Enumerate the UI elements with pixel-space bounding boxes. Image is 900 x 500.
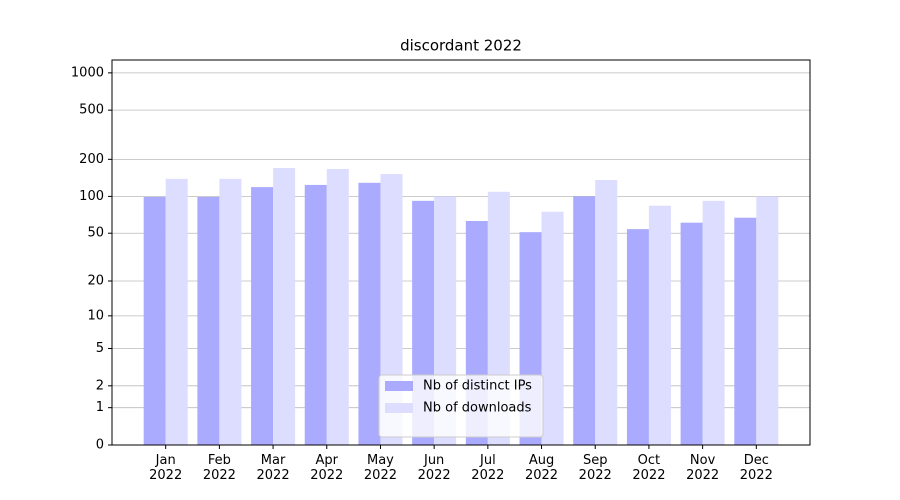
bar: [304, 184, 327, 445]
x-tick-label: Apr 2022: [310, 453, 344, 483]
bar: [573, 196, 596, 445]
y-tick-label: 100: [79, 189, 104, 204]
bar: [251, 187, 274, 445]
bar: [326, 169, 349, 445]
legend-box: [378, 374, 544, 438]
bar: [165, 178, 188, 446]
y-tick-label: 10: [87, 308, 104, 323]
x-tick-label: Mar 2022: [256, 453, 290, 483]
y-tick-label: 2: [96, 378, 104, 393]
bar: [143, 196, 166, 445]
bar: [358, 182, 381, 445]
bar: [626, 229, 649, 445]
bar: [734, 217, 757, 445]
bar: [541, 211, 564, 445]
y-tick-label: 0: [96, 438, 104, 453]
y-tick-label: 1000: [71, 65, 104, 80]
bar: [680, 222, 703, 445]
bar: [756, 196, 779, 445]
bar: [273, 168, 296, 446]
x-tick-label: Nov 2022: [686, 453, 720, 483]
x-tick-label: Aug 2022: [524, 453, 559, 483]
x-tick-label: May 2022: [363, 453, 397, 483]
x-tick-label: Sep 2022: [578, 453, 612, 483]
y-tick-label: 1: [96, 400, 104, 415]
x-tick-label: Dec 2022: [739, 453, 773, 483]
x-tick-label: Jul 2022: [471, 453, 505, 483]
x-tick-label: Oct 2022: [632, 453, 666, 483]
chart-title: discordant 2022: [400, 37, 522, 55]
y-tick-label: 5: [96, 341, 104, 356]
plot-frame: [111, 59, 811, 446]
bar: [648, 205, 671, 445]
legend-label: Nb of distinct IPs: [423, 379, 532, 394]
x-tick-label: Feb 2022: [202, 453, 236, 483]
bar: [595, 179, 618, 445]
bar: [197, 196, 220, 445]
legend-swatch: [385, 403, 413, 413]
legend-label: Nb of downloads: [423, 401, 532, 416]
y-tick-label: 200: [79, 152, 104, 167]
legend-swatch: [385, 381, 413, 391]
y-tick-label: 500: [79, 103, 104, 118]
x-tick-label: Jun 2022: [417, 453, 451, 483]
y-tick-label: 50: [87, 226, 104, 241]
bar: [219, 178, 242, 446]
x-tick-label: Jan 2022: [149, 453, 183, 483]
y-tick-label: 20: [87, 274, 104, 289]
bar: [702, 200, 725, 445]
legend: Nb of distinct IPs Nb of downloads: [378, 374, 544, 438]
